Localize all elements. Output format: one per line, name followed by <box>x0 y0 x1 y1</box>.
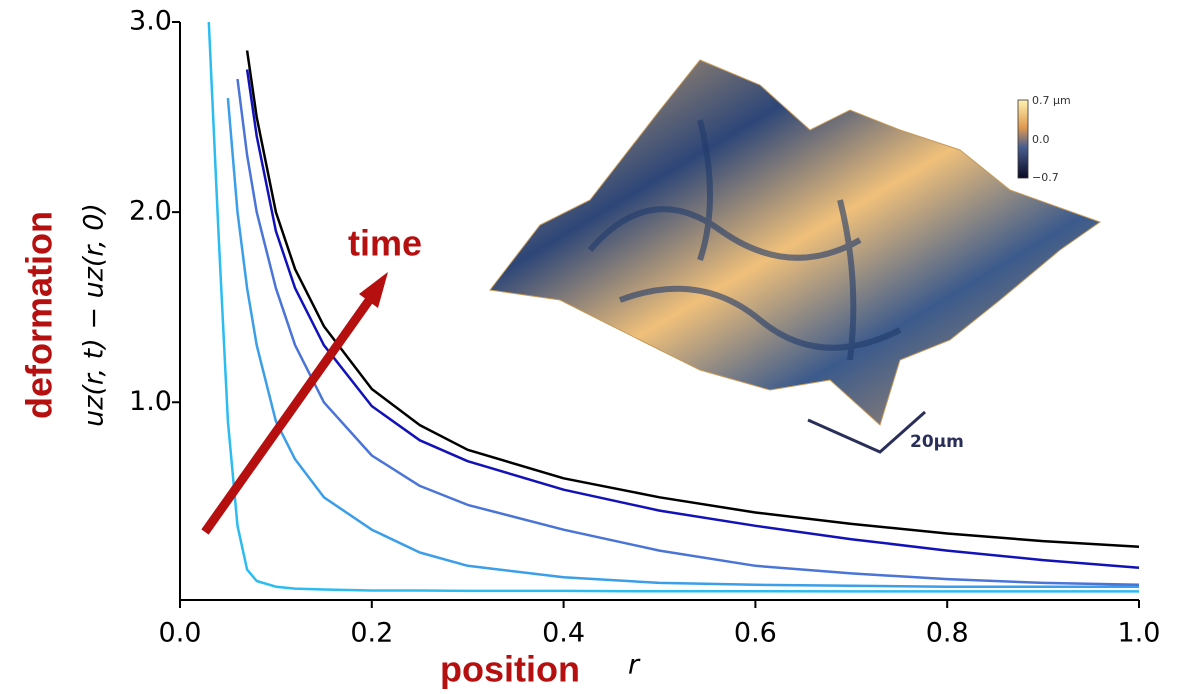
scale-bar-label: 20µm <box>910 432 964 452</box>
x-tick-label: 0.6 <box>734 618 777 649</box>
data-line <box>226 97 1139 588</box>
y-tick-label: 3.0 <box>129 6 172 37</box>
annotation: time <box>348 223 422 264</box>
y-axis-word: deformation <box>19 211 60 419</box>
x-tick-label: 0.8 <box>926 618 969 649</box>
y-tick-label: 2.0 <box>129 196 172 227</box>
x-axis-word: position <box>440 649 580 690</box>
data-line <box>207 21 1139 593</box>
x-tick-label: 0.4 <box>542 618 585 649</box>
colorbar-tick-label: −0.7 <box>1032 171 1059 184</box>
inset-surface <box>489 59 1102 454</box>
y-axis-label: uz(r, t) − uz(r, 0) <box>79 203 110 427</box>
data-line <box>245 50 1140 549</box>
data-line <box>245 69 1140 569</box>
x-tick-label: 0.0 <box>159 618 202 649</box>
x-axis-label: r <box>628 650 641 681</box>
data-line <box>236 78 1140 587</box>
x-tick-label: 0.2 <box>350 618 393 649</box>
y-tick-label: 1.0 <box>129 386 172 417</box>
x-tick-label: 1.0 <box>1118 618 1161 649</box>
time-arrow <box>201 296 374 535</box>
time-arrow-head <box>359 272 388 308</box>
colorbar-tick-label: 0.7 µm <box>1032 94 1071 107</box>
plot-area <box>207 21 1140 593</box>
colorbar-tick-label: 0.0 <box>1032 133 1050 146</box>
